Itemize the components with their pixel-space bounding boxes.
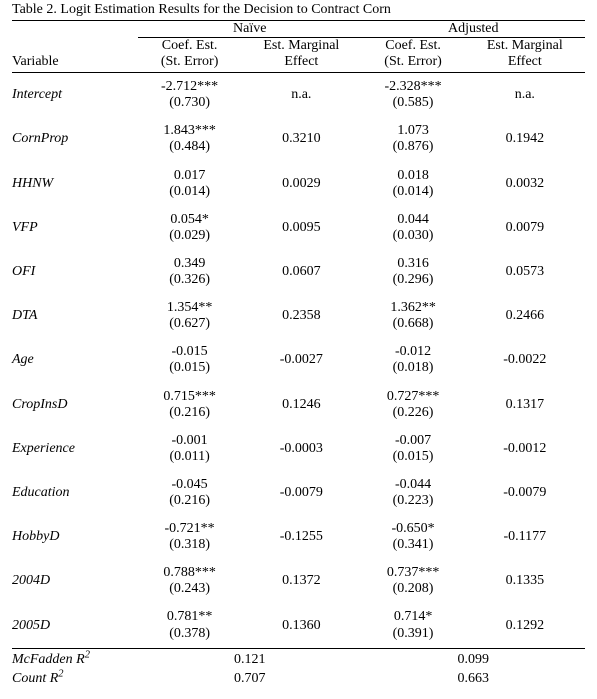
adjusted-coef: 0.737***(0.208)	[362, 559, 465, 603]
naive-coef: 0.054*(0.029)	[138, 206, 241, 250]
col-head-variable: Variable	[12, 38, 138, 73]
naive-marginal-effect: -0.1255	[241, 515, 361, 559]
adjusted-marginal-effect: -0.1177	[465, 515, 585, 559]
variable-name: Intercept	[12, 73, 138, 118]
naive-marginal-effect: -0.0003	[241, 427, 361, 471]
variable-name: DTA	[12, 294, 138, 338]
col-head-naive-coef: Coef. Est. (St. Error)	[138, 38, 241, 73]
naive-coef: 0.349(0.326)	[138, 250, 241, 294]
adjusted-marginal-effect: 0.1942	[465, 117, 585, 161]
table-row: OFI0.349(0.326)0.06070.316(0.296)0.0573	[12, 250, 585, 294]
adjusted-marginal-effect: n.a.	[465, 73, 585, 118]
adjusted-coef: 1.362**(0.668)	[362, 294, 465, 338]
table-row: VFP0.054*(0.029)0.00950.044(0.030)0.0079	[12, 206, 585, 250]
variable-name: VFP	[12, 206, 138, 250]
adjusted-marginal-effect: -0.0022	[465, 338, 585, 382]
adjusted-marginal-effect: 0.0573	[465, 250, 585, 294]
col-head-adj-coef: Coef. Est. (St. Error)	[362, 38, 465, 73]
col-head-adj-me: Est. Marginal Effect	[465, 38, 585, 73]
adjusted-marginal-effect: -0.0079	[465, 471, 585, 515]
table-row: 2005D0.781**(0.378)0.13600.714*(0.391)0.…	[12, 603, 585, 648]
table-row: HHNW0.017(0.014)0.00290.018(0.014)0.0032	[12, 162, 585, 206]
adjusted-marginal-effect: 0.0079	[465, 206, 585, 250]
results-table: Naïve Adjusted Variable Coef. Est. (St. …	[12, 20, 585, 687]
naive-coef: 0.781**(0.378)	[138, 603, 241, 648]
adjusted-coef: -0.650*(0.341)	[362, 515, 465, 559]
table-row: Experience-0.001(0.011)-0.0003-0.007(0.0…	[12, 427, 585, 471]
table-row: Education-0.045(0.216)-0.0079-0.044(0.22…	[12, 471, 585, 515]
naive-coef: -2.712***(0.730)	[138, 73, 241, 118]
naive-marginal-effect: 0.0095	[241, 206, 361, 250]
adjusted-coef: 0.018(0.014)	[362, 162, 465, 206]
naive-marginal-effect: 0.3210	[241, 117, 361, 161]
variable-name: HHNW	[12, 162, 138, 206]
count-r2-label: Count R2	[12, 668, 138, 687]
naive-coef: -0.001(0.011)	[138, 427, 241, 471]
group-header-adjusted: Adjusted	[362, 21, 586, 38]
variable-name: CornProp	[12, 117, 138, 161]
adjusted-coef: 0.714*(0.391)	[362, 603, 465, 648]
naive-coef: -0.721**(0.318)	[138, 515, 241, 559]
adjusted-coef: -2.328***(0.585)	[362, 73, 465, 118]
naive-coef: -0.045(0.216)	[138, 471, 241, 515]
variable-name: CropInsD	[12, 383, 138, 427]
adjusted-marginal-effect: 0.1335	[465, 559, 585, 603]
mcfadden-r2-adj: 0.099	[362, 648, 586, 668]
variable-name: OFI	[12, 250, 138, 294]
count-r2-naive: 0.707	[138, 668, 361, 687]
naive-marginal-effect: 0.2358	[241, 294, 361, 338]
adjusted-coef: -0.012(0.018)	[362, 338, 465, 382]
naive-coef: 0.017(0.014)	[138, 162, 241, 206]
variable-name: HobbyD	[12, 515, 138, 559]
mcfadden-r2-label: McFadden R2	[12, 648, 138, 668]
adjusted-coef: 0.727***(0.226)	[362, 383, 465, 427]
naive-coef: 1.354**(0.627)	[138, 294, 241, 338]
table-row: Age-0.015(0.015)-0.0027-0.012(0.018)-0.0…	[12, 338, 585, 382]
table-row: CropInsD0.715***(0.216)0.12460.727***(0.…	[12, 383, 585, 427]
naive-coef: 1.843***(0.484)	[138, 117, 241, 161]
table-title: Table 2. Logit Estimation Results for th…	[12, 0, 585, 20]
table-row: CornProp1.843***(0.484)0.32101.073(0.876…	[12, 117, 585, 161]
table-row: HobbyD-0.721**(0.318)-0.1255-0.650*(0.34…	[12, 515, 585, 559]
adjusted-marginal-effect: 0.1292	[465, 603, 585, 648]
naive-coef: -0.015(0.015)	[138, 338, 241, 382]
naive-marginal-effect: 0.1246	[241, 383, 361, 427]
naive-coef: 0.715***(0.216)	[138, 383, 241, 427]
adjusted-coef: 1.073(0.876)	[362, 117, 465, 161]
variable-name: Age	[12, 338, 138, 382]
table-body: Intercept-2.712***(0.730)n.a.-2.328***(0…	[12, 73, 585, 648]
naive-marginal-effect: -0.0027	[241, 338, 361, 382]
naive-marginal-effect: 0.0607	[241, 250, 361, 294]
count-r2-adj: 0.663	[362, 668, 586, 687]
table-row: 2004D0.788***(0.243)0.13720.737***(0.208…	[12, 559, 585, 603]
naive-coef: 0.788***(0.243)	[138, 559, 241, 603]
adjusted-marginal-effect: 0.1317	[465, 383, 585, 427]
variable-name: 2005D	[12, 603, 138, 648]
adjusted-marginal-effect: -0.0012	[465, 427, 585, 471]
adjusted-marginal-effect: 0.0032	[465, 162, 585, 206]
adjusted-coef: -0.044(0.223)	[362, 471, 465, 515]
variable-name: 2004D	[12, 559, 138, 603]
group-header-naive: Naïve	[138, 21, 361, 38]
col-head-naive-me: Est. Marginal Effect	[241, 38, 361, 73]
mcfadden-r2-naive: 0.121	[138, 648, 361, 668]
naive-marginal-effect: 0.1372	[241, 559, 361, 603]
table-row: DTA1.354**(0.627)0.23581.362**(0.668)0.2…	[12, 294, 585, 338]
naive-marginal-effect: 0.1360	[241, 603, 361, 648]
adjusted-marginal-effect: 0.2466	[465, 294, 585, 338]
table-row: Intercept-2.712***(0.730)n.a.-2.328***(0…	[12, 73, 585, 118]
adjusted-coef: 0.316(0.296)	[362, 250, 465, 294]
variable-name: Education	[12, 471, 138, 515]
naive-marginal-effect: 0.0029	[241, 162, 361, 206]
adjusted-coef: 0.044(0.030)	[362, 206, 465, 250]
naive-marginal-effect: -0.0079	[241, 471, 361, 515]
variable-name: Experience	[12, 427, 138, 471]
naive-marginal-effect: n.a.	[241, 73, 361, 118]
adjusted-coef: -0.007(0.015)	[362, 427, 465, 471]
